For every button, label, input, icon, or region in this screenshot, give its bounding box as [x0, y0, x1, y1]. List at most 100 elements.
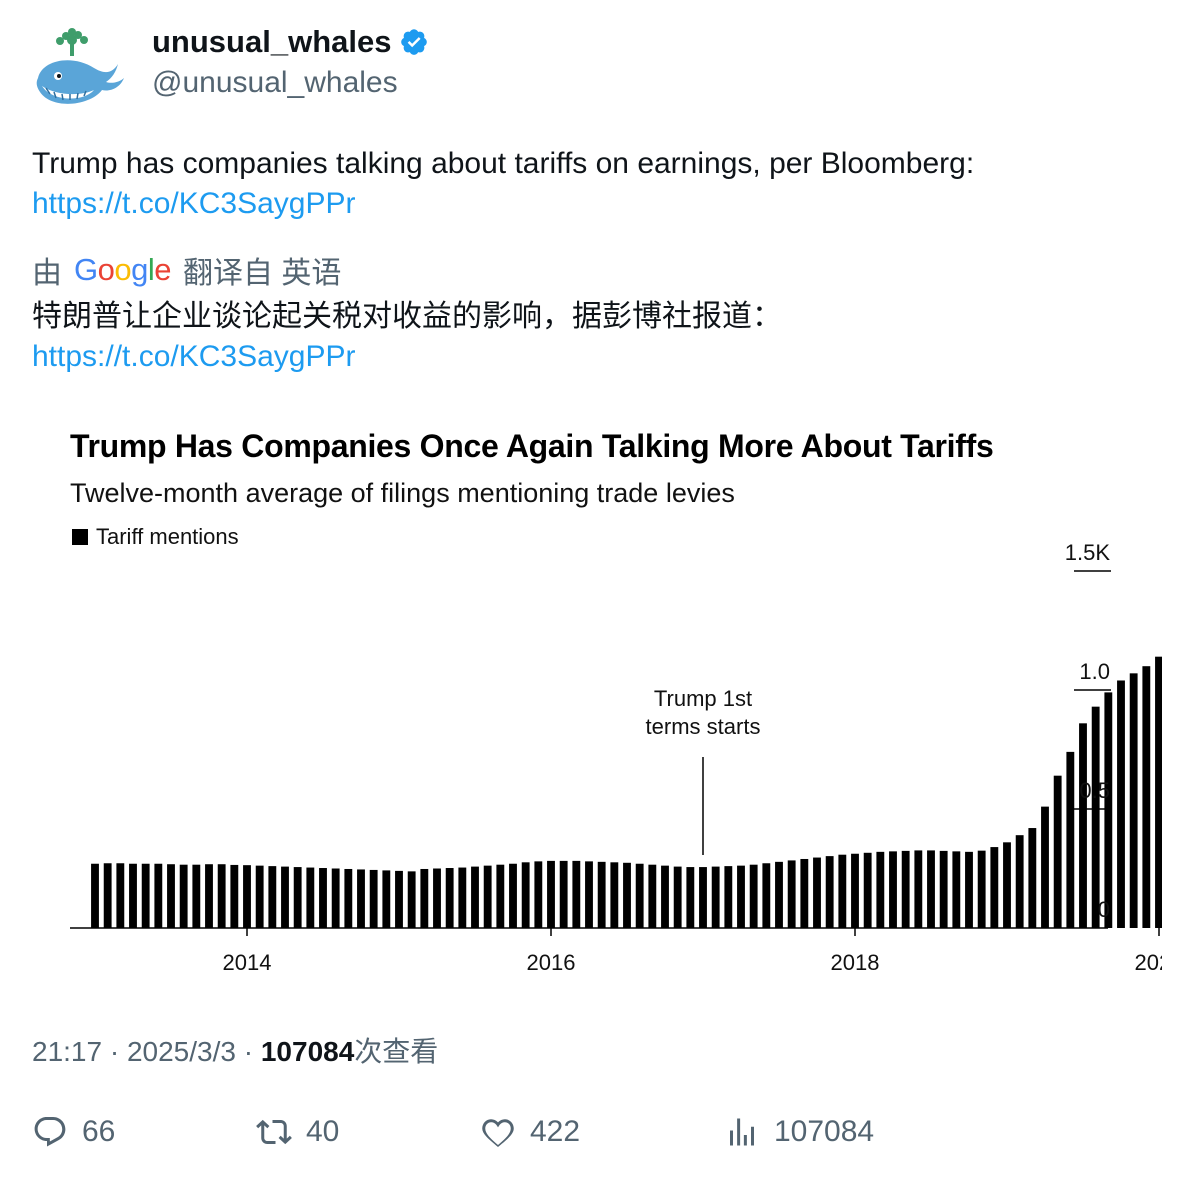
chart-bar	[141, 863, 150, 928]
chart-bar	[154, 863, 163, 928]
chart-bar	[319, 868, 327, 928]
author-name-row[interactable]: unusual_whales	[152, 24, 429, 60]
chart-bar	[1117, 680, 1125, 928]
meta-separator: ·	[109, 1036, 120, 1067]
chart-bar	[597, 861, 606, 928]
views-count: 107084	[260, 1036, 355, 1067]
chart-bar	[585, 861, 593, 928]
chart-bar	[382, 870, 391, 928]
chart-bar	[483, 865, 492, 928]
reply-icon	[34, 1117, 66, 1147]
chart-bar	[407, 871, 416, 928]
views-action-count: 107084	[774, 1115, 875, 1148]
x-tick-label: 2020	[1135, 950, 1162, 975]
chart-bar	[458, 867, 467, 928]
legend-label: Tariff mentions	[96, 524, 239, 549]
chart-bar	[167, 864, 175, 928]
chart-bar	[939, 850, 948, 928]
y-tick-label: 0.5	[1079, 778, 1110, 803]
annotation-label: Trump 1st terms starts	[646, 686, 761, 739]
chart-bar	[1129, 673, 1138, 928]
retweet-icon	[256, 1119, 292, 1145]
chart-bar	[1066, 751, 1075, 928]
chart-bar	[433, 868, 441, 928]
display-name[interactable]: unusual_whales	[152, 24, 392, 59]
reply-count: 66	[82, 1115, 116, 1148]
chart-bar	[496, 864, 505, 928]
chart-bar	[673, 866, 682, 928]
chart-bar	[965, 851, 973, 928]
chart-bar	[116, 863, 125, 928]
chart-bar	[534, 861, 543, 928]
chart-bar	[572, 860, 581, 928]
x-tick-label: 2016	[527, 950, 576, 975]
chart-bar	[471, 866, 479, 928]
whale-logo-icon[interactable]	[32, 26, 128, 122]
chart-bar	[344, 868, 353, 928]
meta-separator-2: ·	[243, 1036, 254, 1067]
chart-bar	[1015, 835, 1024, 928]
reply-button[interactable]: 66	[32, 1114, 115, 1150]
chart-bar	[559, 860, 568, 928]
chart-bar	[293, 867, 302, 928]
chart-bar	[509, 863, 517, 928]
chart-bar	[357, 869, 365, 928]
chart-bar	[91, 863, 99, 928]
chart-bar	[129, 863, 137, 928]
legend-swatch	[72, 529, 88, 545]
like-button[interactable]: 422	[480, 1114, 580, 1150]
tariff-chart: 20142016201820202022202400.51.01.5KTrump…	[70, 540, 1162, 975]
chart-bar	[192, 864, 201, 928]
x-tick-label: 2014	[223, 950, 272, 975]
views-label: 次查看	[354, 1036, 439, 1067]
chart-title: Trump Has Companies Once Again Talking M…	[70, 428, 994, 464]
analytics-icon	[730, 1118, 754, 1146]
chart-bar	[103, 863, 112, 928]
chart-bar	[623, 862, 631, 928]
views-button[interactable]: 107084	[724, 1114, 874, 1150]
translation-attribution: 由 Google 翻译自 英语	[32, 248, 341, 292]
chart-bar	[1041, 806, 1049, 928]
chart-bar	[1053, 775, 1062, 928]
chart-bar	[775, 861, 783, 928]
chart-bar	[661, 865, 669, 928]
retweet-button[interactable]: 40	[256, 1114, 339, 1150]
chart-bar	[800, 858, 809, 928]
chart-bar	[306, 867, 315, 928]
tweet-text: Trump has companies talking about tariff…	[32, 144, 1162, 224]
chart-bar	[952, 851, 961, 928]
google-logo-icon[interactable]: Google	[74, 252, 172, 287]
chart-image[interactable]: 20142016201820202022202400.51.01.5KTrump…	[32, 412, 1162, 1012]
chart-bar	[813, 857, 821, 928]
chart-bar	[825, 856, 834, 928]
chart-bar	[990, 847, 999, 928]
translated-body: 特朗普让企业谈论起关税对收益的影响，据彭博社报道：	[32, 299, 782, 334]
tweet-time[interactable]: 21:17	[32, 1036, 103, 1067]
heart-icon	[482, 1119, 514, 1148]
chart-bar	[445, 868, 454, 928]
chart-bar	[901, 850, 910, 928]
chart-bar	[255, 865, 264, 928]
chart-bar	[876, 851, 885, 928]
tweet-body: Trump has companies talking about tariff…	[32, 147, 975, 180]
chart-bar	[762, 863, 771, 928]
chart-bar	[724, 866, 733, 928]
author-handle[interactable]: @unusual_whales	[152, 66, 398, 99]
translated-text: 特朗普让企业谈论起关税对收益的影响，据彭博社报道： https://t.co/K…	[32, 297, 1162, 377]
chart-bar	[1155, 656, 1162, 928]
chart-bar	[648, 864, 657, 928]
chart-bar	[838, 854, 847, 928]
chart-bar	[281, 866, 289, 928]
chart-bar	[914, 850, 923, 928]
chart-bar	[863, 852, 872, 928]
x-tick-label: 2018	[831, 950, 880, 975]
chart-bar	[230, 864, 239, 928]
chart-bar	[889, 851, 897, 928]
chart-bar	[737, 865, 745, 928]
tweet-date[interactable]: 2025/3/3	[126, 1036, 236, 1067]
action-bar: 66 40 422 107084	[32, 1114, 1162, 1158]
translated-link[interactable]: https://t.co/KC3SaygPPr	[32, 340, 356, 373]
chart-bar	[1003, 842, 1011, 928]
translation-suffix: 翻译自 英语	[183, 257, 342, 290]
tweet-link[interactable]: https://t.co/KC3SaygPPr	[32, 187, 356, 220]
